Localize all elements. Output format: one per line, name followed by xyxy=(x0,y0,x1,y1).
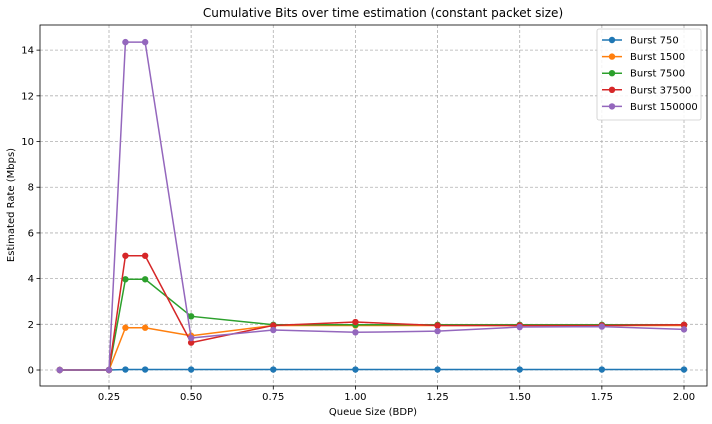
legend-label: Burst 750 xyxy=(630,36,679,47)
y-tick-label: 0 xyxy=(28,366,34,377)
x-axis-label: Queue Size (BDP) xyxy=(329,407,417,418)
data-point xyxy=(187,339,195,346)
plot-frame xyxy=(39,24,708,387)
legend-marker xyxy=(608,103,616,110)
data-point xyxy=(122,366,129,373)
x-tick-label: 1.25 xyxy=(426,392,448,403)
data-point xyxy=(434,322,441,329)
data-point xyxy=(598,366,606,373)
chart-title: Cumulative Bits over time estimation (co… xyxy=(203,6,563,20)
data-point xyxy=(141,38,149,46)
data-point xyxy=(122,324,129,331)
data-point xyxy=(141,366,149,373)
data-point xyxy=(122,38,129,46)
series-layer xyxy=(56,38,688,374)
data-point xyxy=(122,276,129,283)
legend-marker xyxy=(608,53,616,60)
data-point xyxy=(434,327,441,335)
data-point xyxy=(680,321,688,328)
legend-label: Burst 150000 xyxy=(630,102,698,113)
legend-item: Burst 37500 xyxy=(602,85,691,96)
data-point xyxy=(187,366,195,373)
x-tick-label: 2.00 xyxy=(673,392,695,403)
legend-item: Burst 150000 xyxy=(602,102,698,113)
x-tick-label: 1.00 xyxy=(344,392,366,403)
y-axis-label: Estimated Rate (Mbps) xyxy=(6,148,17,262)
data-point xyxy=(141,324,149,331)
y-tick-label: 2 xyxy=(28,320,34,331)
x-tick-label: 0.50 xyxy=(180,392,202,403)
data-point xyxy=(516,323,523,331)
data-point xyxy=(680,326,688,333)
series-4 xyxy=(56,38,688,374)
data-point xyxy=(516,366,523,373)
legend-label: Burst 1500 xyxy=(630,52,685,63)
data-point xyxy=(141,276,149,283)
legend-label: Burst 37500 xyxy=(630,85,691,96)
data-point xyxy=(141,252,149,259)
legend-item: Burst 750 xyxy=(602,36,679,47)
data-point xyxy=(187,334,195,342)
x-tick-label: 1.50 xyxy=(509,392,531,403)
legend: Burst 750 Burst 1500 Burst 7500 Burst 37500… xyxy=(596,28,702,121)
legend-item: Burst 7500 xyxy=(602,69,685,80)
legend-label: Burst 7500 xyxy=(630,69,685,80)
data-point xyxy=(434,366,441,373)
data-point xyxy=(598,323,606,330)
x-tick-label: 0.75 xyxy=(262,392,284,403)
y-tick-label: 6 xyxy=(28,228,34,239)
data-point xyxy=(105,366,113,374)
data-point xyxy=(270,326,277,334)
y-tick-label: 4 xyxy=(28,274,34,285)
data-point xyxy=(352,329,359,336)
data-point xyxy=(122,252,129,259)
y-tick-label: 12 xyxy=(21,91,34,102)
legend-marker xyxy=(608,70,616,77)
legend-marker xyxy=(608,36,616,44)
y-tick-label: 14 xyxy=(21,46,34,57)
legend-item: Burst 1500 xyxy=(602,52,685,63)
data-point xyxy=(680,366,688,373)
x-tick-label: 1.75 xyxy=(591,392,613,403)
data-point xyxy=(352,366,359,373)
ticks: 0.25 0.50 0.75 1.00 1.25 1.50 1.75 2.00 0 2 4 6 8 10 1… xyxy=(21,46,695,403)
x-tick-label: 0.25 xyxy=(98,392,120,403)
data-point xyxy=(270,322,277,329)
data-point xyxy=(187,313,195,320)
data-point xyxy=(56,366,63,374)
data-point xyxy=(352,318,359,326)
y-tick-label: 8 xyxy=(28,183,34,194)
y-tick-label: 10 xyxy=(21,137,34,148)
legend-box xyxy=(596,28,702,121)
legend-marker xyxy=(608,86,616,94)
data-point xyxy=(270,366,277,373)
